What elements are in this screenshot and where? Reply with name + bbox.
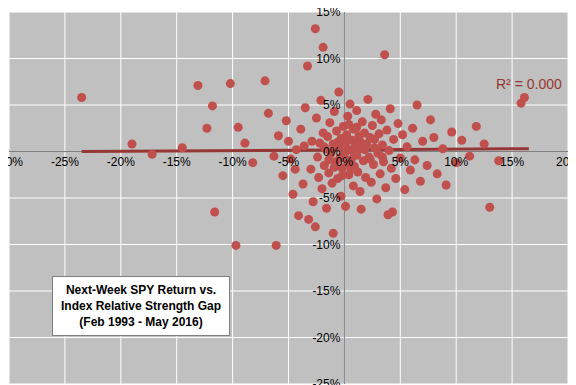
svg-text:R² = 0.000: R² = 0.000 bbox=[496, 76, 562, 92]
svg-text:15%: 15% bbox=[316, 8, 340, 19]
svg-text:-25%: -25% bbox=[312, 377, 340, 385]
svg-text:15%: 15% bbox=[500, 155, 524, 169]
svg-text:-25%: -25% bbox=[51, 155, 79, 169]
svg-text:-10%: -10% bbox=[219, 155, 247, 169]
svg-text:-5%: -5% bbox=[319, 191, 341, 205]
svg-text:-30%: -30% bbox=[8, 155, 23, 169]
svg-text:-15%: -15% bbox=[312, 284, 340, 298]
svg-text:20%: 20% bbox=[556, 155, 568, 169]
svg-text:-15%: -15% bbox=[163, 155, 191, 169]
svg-text:-10%: -10% bbox=[312, 238, 340, 252]
html-text:Next-Week SPY Return vs. Index: Next-Week SPY Return vs. Index Relative … bbox=[61, 283, 221, 313]
html-text:(Feb 1993 - May 2016): (Feb 1993 - May 2016) bbox=[79, 315, 203, 329]
svg-text:-20%: -20% bbox=[312, 331, 340, 345]
svg-text:5%: 5% bbox=[392, 155, 410, 169]
svg-text:5%: 5% bbox=[323, 98, 341, 112]
svg-text:0%: 0% bbox=[335, 154, 354, 169]
svg-text:10%: 10% bbox=[316, 52, 340, 66]
svg-text:10%: 10% bbox=[444, 155, 468, 169]
svg-text:-20%: -20% bbox=[107, 155, 135, 169]
svg-text:-5%: -5% bbox=[278, 155, 300, 169]
svg-text:0%: 0% bbox=[323, 145, 341, 159]
